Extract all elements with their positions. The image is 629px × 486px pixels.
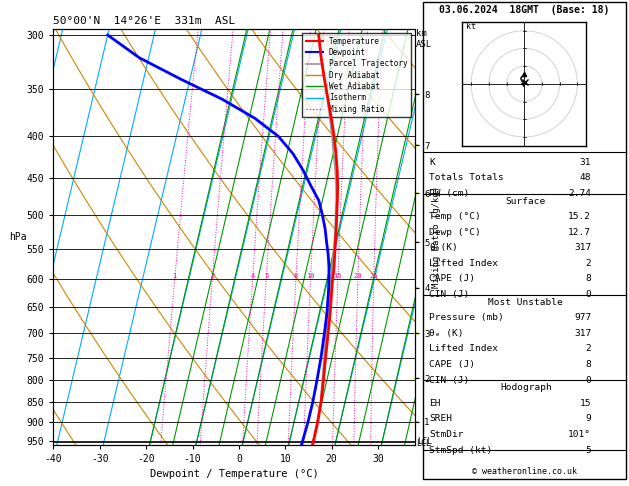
Text: 317: 317	[574, 329, 591, 338]
Text: CAPE (J): CAPE (J)	[429, 360, 475, 369]
Text: 2: 2	[586, 259, 591, 268]
Text: StmSpd (kt): StmSpd (kt)	[429, 446, 493, 454]
Text: 9: 9	[586, 415, 591, 423]
Text: 5: 5	[586, 446, 591, 454]
Text: θₑ(K): θₑ(K)	[429, 243, 458, 252]
Text: kt: kt	[466, 22, 476, 31]
Text: 50°00'N  14°26'E  331m  ASL: 50°00'N 14°26'E 331m ASL	[53, 16, 236, 26]
Text: 20: 20	[353, 273, 362, 279]
Text: 03.06.2024  18GMT  (Base: 18): 03.06.2024 18GMT (Base: 18)	[439, 5, 610, 15]
Text: 8: 8	[586, 275, 591, 283]
Text: Lifted Index: Lifted Index	[429, 259, 498, 268]
Text: Most Unstable: Most Unstable	[489, 298, 563, 307]
Text: LCL: LCL	[416, 439, 431, 449]
Text: 2.74: 2.74	[568, 189, 591, 198]
Text: 12.7: 12.7	[568, 228, 591, 237]
Text: hPa: hPa	[9, 232, 26, 242]
Text: 0: 0	[586, 376, 591, 384]
Text: CAPE (J): CAPE (J)	[429, 275, 475, 283]
Text: Dewp (°C): Dewp (°C)	[429, 228, 481, 237]
Text: CIN (J): CIN (J)	[429, 376, 469, 384]
Text: km
ASL: km ASL	[416, 29, 432, 49]
Text: CIN (J): CIN (J)	[429, 290, 469, 299]
Text: Pressure (mb): Pressure (mb)	[429, 313, 504, 322]
Text: 8: 8	[586, 360, 591, 369]
Text: 5: 5	[264, 273, 269, 279]
Text: Temp (°C): Temp (°C)	[429, 212, 481, 221]
Text: 15.2: 15.2	[568, 212, 591, 221]
X-axis label: Dewpoint / Temperature (°C): Dewpoint / Temperature (°C)	[150, 469, 319, 479]
Text: Totals Totals: Totals Totals	[429, 174, 504, 182]
Text: © weatheronline.co.uk: © weatheronline.co.uk	[472, 467, 577, 476]
Text: θₑ (K): θₑ (K)	[429, 329, 464, 338]
Text: 1: 1	[172, 273, 177, 279]
Text: 0: 0	[586, 290, 591, 299]
Text: LCL: LCL	[418, 437, 433, 446]
Text: 317: 317	[574, 243, 591, 252]
Text: 31: 31	[580, 158, 591, 167]
Text: Surface: Surface	[506, 197, 546, 206]
Text: K: K	[429, 158, 435, 167]
Text: Hodograph: Hodograph	[500, 383, 552, 392]
Text: EH: EH	[429, 399, 440, 408]
Text: 15: 15	[580, 399, 591, 408]
Text: 8: 8	[294, 273, 298, 279]
Text: 977: 977	[574, 313, 591, 322]
Text: 15: 15	[333, 273, 342, 279]
Text: 2: 2	[586, 345, 591, 353]
Text: 48: 48	[580, 174, 591, 182]
Text: 10: 10	[306, 273, 314, 279]
Text: SREH: SREH	[429, 415, 452, 423]
Text: 101°: 101°	[568, 430, 591, 439]
Text: Lifted Index: Lifted Index	[429, 345, 498, 353]
Text: StmDir: StmDir	[429, 430, 464, 439]
Text: 4: 4	[250, 273, 255, 279]
Legend: Temperature, Dewpoint, Parcel Trajectory, Dry Adiabat, Wet Adiabat, Isotherm, Mi: Temperature, Dewpoint, Parcel Trajectory…	[302, 33, 411, 117]
Y-axis label: Mixing Ratio (g/kg): Mixing Ratio (g/kg)	[432, 186, 442, 288]
Text: 25: 25	[369, 273, 378, 279]
Text: PW (cm): PW (cm)	[429, 189, 469, 198]
Text: 2: 2	[210, 273, 214, 279]
